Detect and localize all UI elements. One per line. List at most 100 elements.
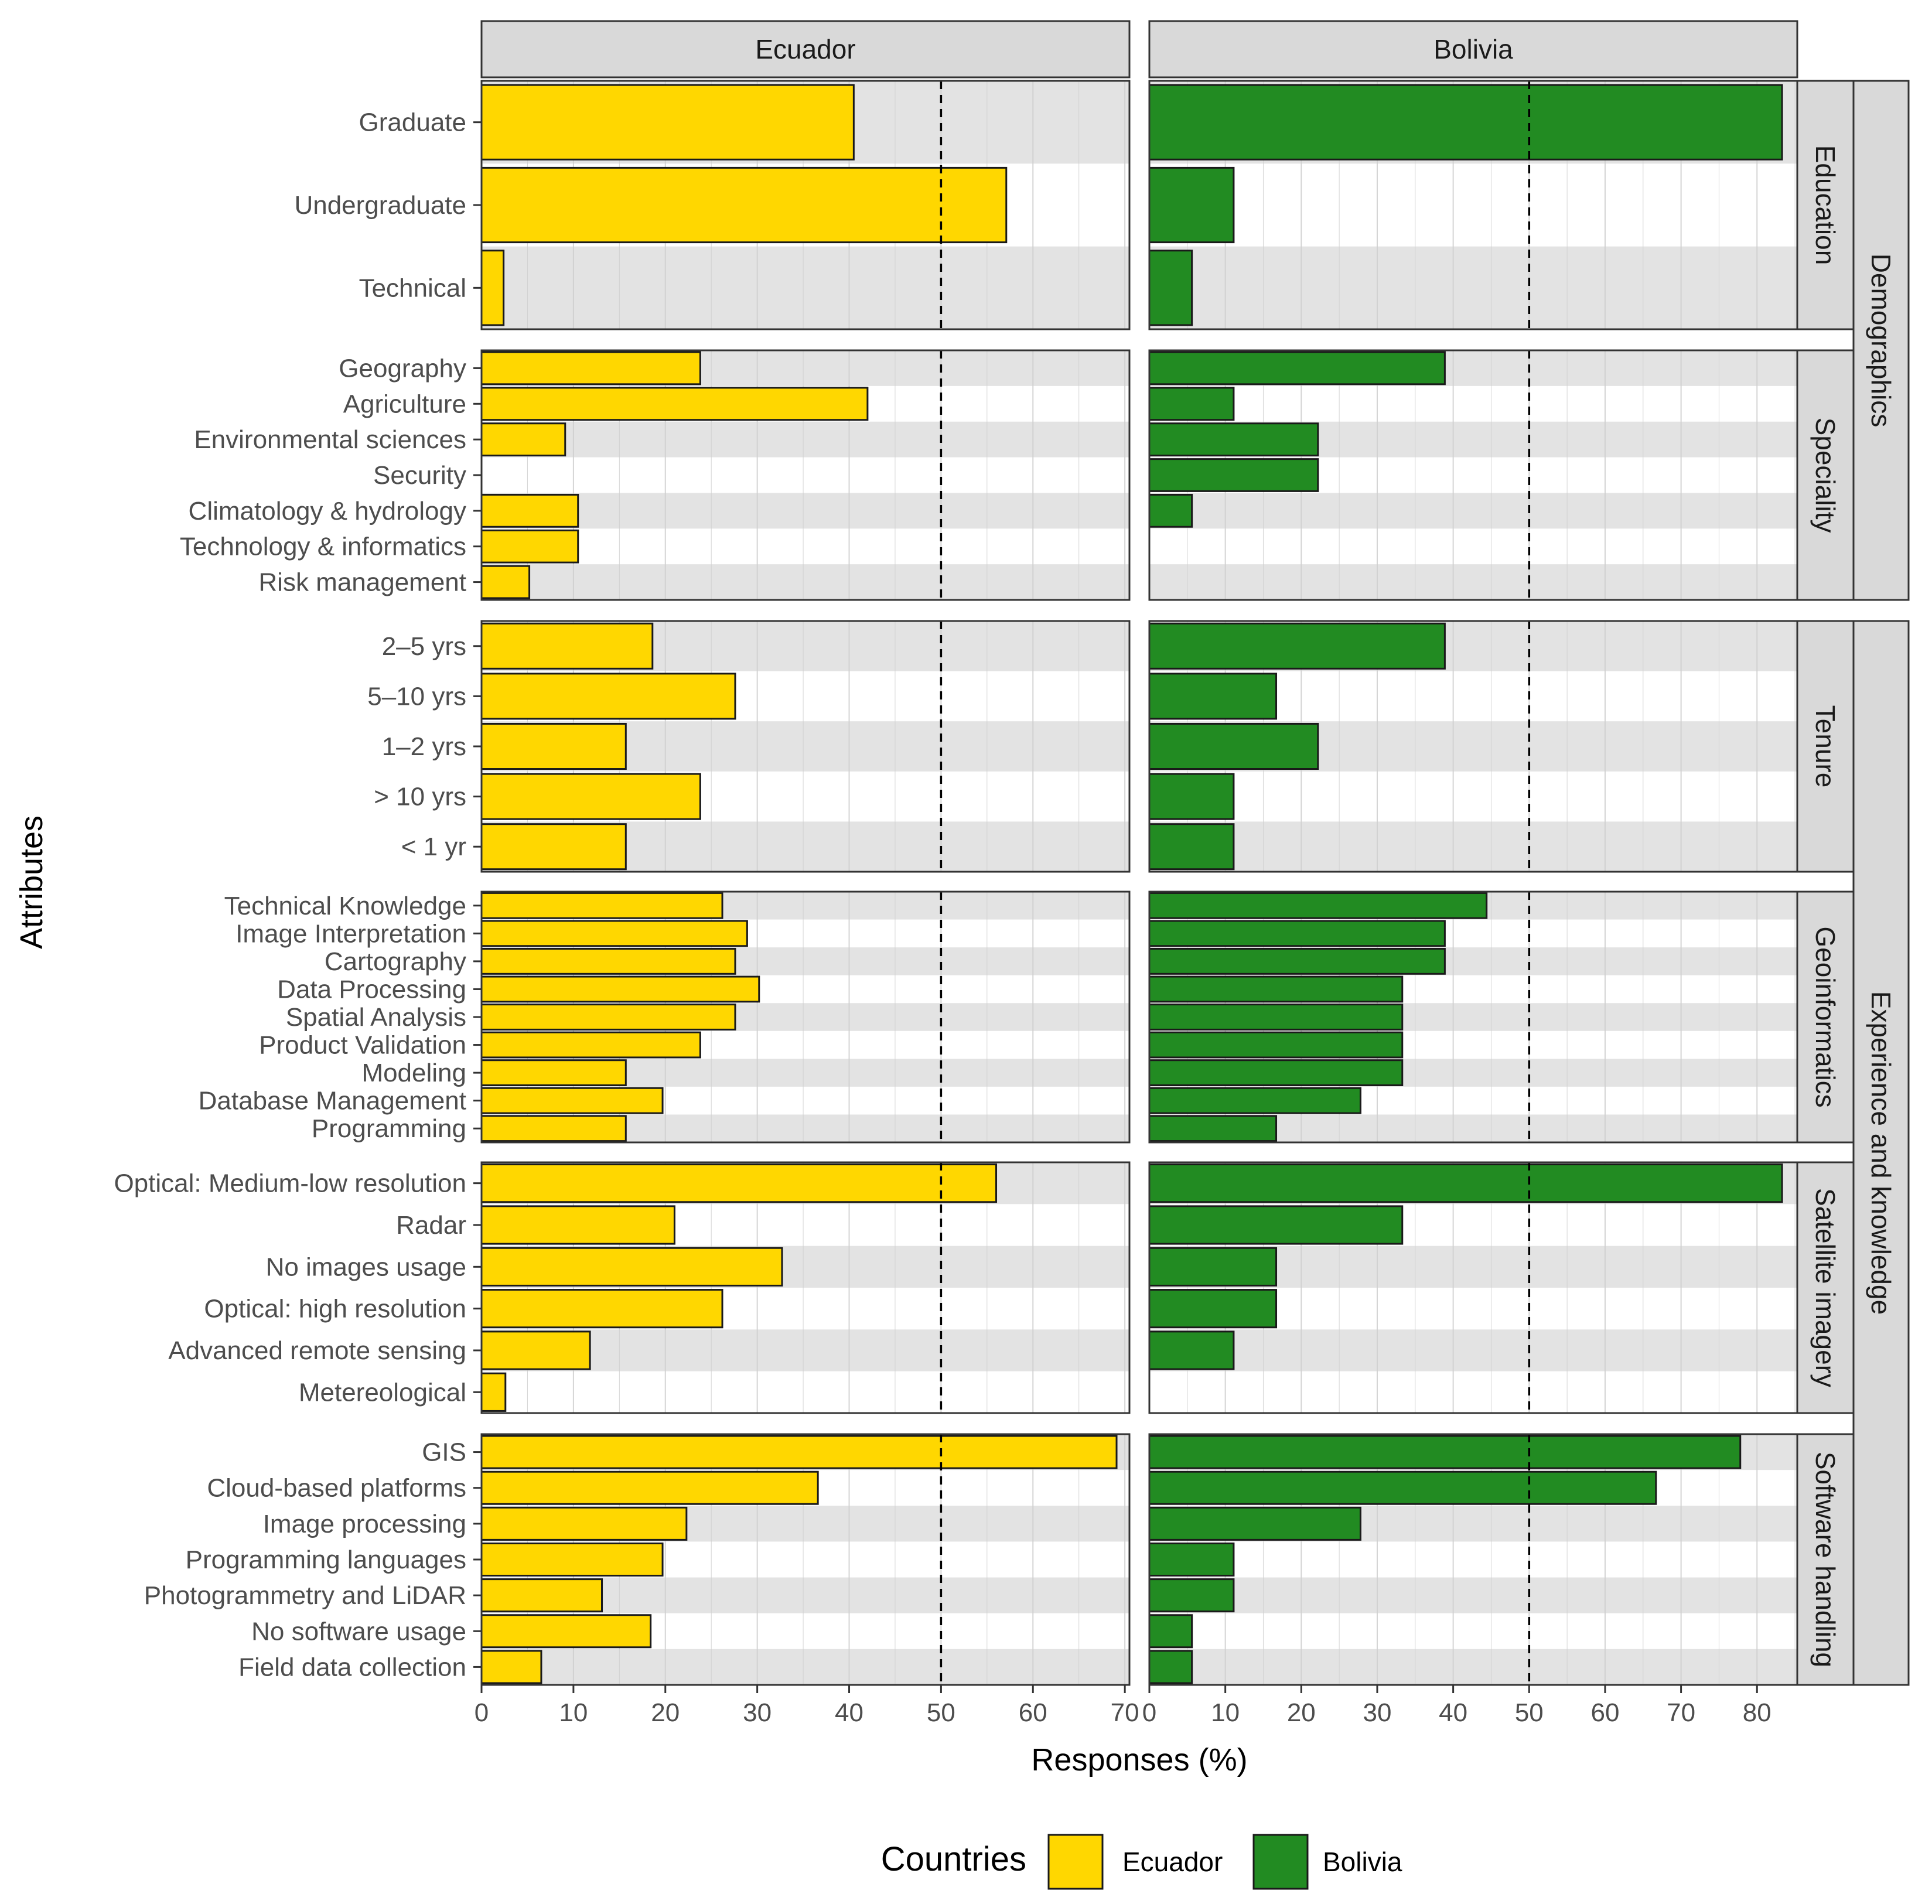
row-stripe — [482, 493, 1129, 529]
bar-ecuador-technology-informatics — [480, 529, 579, 564]
row-strip-label-satellite-imagery: Satellite imagery — [1810, 1188, 1841, 1387]
bar-ecuador-gis — [480, 1435, 1118, 1469]
bar-bolivia-spatial-analysis — [1148, 1004, 1404, 1031]
bar-ecuador-database-management — [480, 1087, 664, 1114]
bar-ecuador-5-10-yrs — [480, 673, 736, 720]
x-tick-label-ecuador-70: 70 — [1111, 1698, 1139, 1727]
bar-ecuador-product-validation — [480, 1031, 701, 1059]
category-label-image-interpretation: Image Interpretation — [235, 919, 466, 948]
bar-bolivia-security — [1148, 458, 1319, 492]
category-label-cartography: Cartography — [325, 947, 466, 976]
row-strip-geoinformatics — [1796, 890, 1855, 1144]
x-tick-label-bolivia-0: 0 — [1142, 1698, 1156, 1727]
bar-ecuador-technical-knowledge — [480, 892, 723, 919]
bar-ecuador-photogrammetry-and-lidar — [480, 1578, 603, 1613]
category-label-5-10-yrs: 5–10 yrs — [367, 682, 466, 711]
bar-bolivia-cloud-based-platforms — [1148, 1470, 1657, 1505]
category-label-climatology-hydrology: Climatology & hydrology — [189, 497, 466, 526]
category-label-radar: Radar — [396, 1211, 466, 1240]
bar-bolivia-geography — [1148, 351, 1446, 385]
row-stripe — [1149, 246, 1797, 329]
x-tick-label-ecuador-30: 30 — [743, 1698, 772, 1727]
legend-key-bolivia — [1252, 1834, 1309, 1890]
category-label-data-processing: Data Processing — [277, 975, 466, 1004]
category-label-no-software-usage: No software usage — [251, 1617, 466, 1646]
bar-bolivia-10-yrs — [1148, 773, 1235, 820]
bar-ecuador-optical-medium-low-resolution — [480, 1163, 998, 1203]
x-tick-label-bolivia-20: 20 — [1287, 1698, 1316, 1727]
panel-title-bolivia: Bolivia — [1433, 34, 1513, 64]
x-tick-label-bolivia-60: 60 — [1590, 1698, 1619, 1727]
bar-ecuador-programming — [480, 1115, 627, 1142]
bar-ecuador-undergraduate — [480, 166, 1008, 244]
bar-bolivia-database-management — [1148, 1087, 1361, 1114]
bar-bolivia-image-processing — [1148, 1506, 1361, 1541]
bar-bolivia-agriculture — [1148, 387, 1235, 421]
bar-ecuador-risk-management — [480, 565, 531, 599]
category-label-database-management: Database Management — [199, 1087, 466, 1115]
x-tick-label-ecuador-40: 40 — [835, 1698, 863, 1727]
bar-ecuador-10-yrs — [480, 773, 701, 820]
bar-ecuador-environmental-sciences — [480, 422, 566, 457]
bar-ecuador-metereological — [480, 1372, 507, 1412]
row-stripe — [1149, 493, 1797, 529]
category-label-product-validation: Product Validation — [259, 1031, 466, 1060]
category-label-technology-informatics: Technology & informatics — [180, 533, 466, 561]
bar-ecuador-cloud-based-platforms — [480, 1470, 819, 1505]
category-label-no-images-usage: No images usage — [266, 1253, 466, 1281]
bar-bolivia-radar — [1148, 1205, 1404, 1245]
bar-bolivia-no-images-usage — [1148, 1247, 1278, 1287]
category-label-1-2-yrs: 1–2 yrs — [382, 732, 466, 761]
bar-bolivia-modeling — [1148, 1059, 1404, 1087]
outer-strip-label-experience-and-knowledge: Experience and knowledge — [1866, 991, 1896, 1315]
category-label-metereological: Metereological — [299, 1378, 466, 1407]
row-strip-label-education: Education — [1810, 145, 1841, 265]
bar-ecuador-1-2-yrs — [480, 722, 627, 770]
category-label-technical: Technical — [359, 274, 466, 302]
bar-ecuador-programming-languages — [480, 1542, 664, 1577]
bar-ecuador-no-software-usage — [480, 1614, 652, 1649]
bar-bolivia-5-10-yrs — [1148, 673, 1278, 720]
category-label-geography: Geography — [339, 354, 466, 383]
bar-ecuador-2-5-yrs — [480, 622, 654, 670]
bar-ecuador-spatial-analysis — [480, 1004, 736, 1031]
x-tick-label-bolivia-50: 50 — [1515, 1698, 1544, 1727]
outer-strip-demographics — [1852, 80, 1910, 601]
bar-bolivia-1-2-yrs — [1148, 722, 1319, 770]
category-label-environmental-sciences: Environmental sciences — [194, 425, 466, 454]
panel-border — [480, 1161, 1131, 1414]
category-label-programming: Programming — [312, 1114, 466, 1143]
bar-ecuador-1-yr — [480, 823, 627, 871]
bar-bolivia-data-processing — [1148, 975, 1404, 1003]
row-stripe — [1149, 1649, 1797, 1685]
row-strip-label-geoinformatics: Geoinformatics — [1810, 926, 1841, 1107]
category-label-programming-languages: Programming languages — [186, 1545, 466, 1574]
row-stripe — [482, 564, 1129, 600]
category-label-2-5-yrs: 2–5 yrs — [382, 632, 466, 661]
bar-ecuador-agriculture — [480, 387, 869, 421]
category-label-cloud-based-platforms: Cloud-based platforms — [207, 1474, 466, 1503]
category-label-gis: GIS — [422, 1438, 466, 1467]
bar-bolivia-optical-medium-low-resolution — [1148, 1163, 1783, 1203]
category-label-field-data-collection: Field data collection — [238, 1653, 466, 1681]
x-tick-label-bolivia-10: 10 — [1211, 1698, 1240, 1727]
legend-key-ecuador — [1047, 1834, 1104, 1890]
bar-ecuador-cartography — [480, 947, 736, 975]
bar-bolivia-technical-knowledge — [1148, 892, 1488, 919]
panel-title-ecuador: Ecuador — [755, 34, 855, 64]
y-axis-title: Attributes — [14, 815, 49, 949]
panel-strip-bolivia — [1148, 20, 1798, 79]
x-axis-title: Responses (%) — [1031, 1742, 1247, 1777]
category-label-spatial-analysis: Spatial Analysis — [286, 1003, 466, 1032]
x-tick-label-ecuador-50: 50 — [927, 1698, 955, 1727]
bar-bolivia-2-5-yrs — [1148, 622, 1446, 670]
bar-ecuador-image-processing — [480, 1506, 688, 1541]
bar-ecuador-advanced-remote-sensing — [480, 1330, 591, 1370]
bar-bolivia-graduate — [1148, 84, 1783, 161]
bar-bolivia-field-data-collection — [1148, 1650, 1193, 1684]
bar-bolivia-programming-languages — [1148, 1542, 1235, 1577]
row-strip-label-software-handling: Software handling — [1810, 1452, 1841, 1667]
category-label-risk-management: Risk management — [258, 568, 466, 597]
category-label-1-yr: < 1 yr — [401, 832, 466, 861]
category-label-optical-medium-low-resolution: Optical: Medium-low resolution — [114, 1169, 466, 1198]
